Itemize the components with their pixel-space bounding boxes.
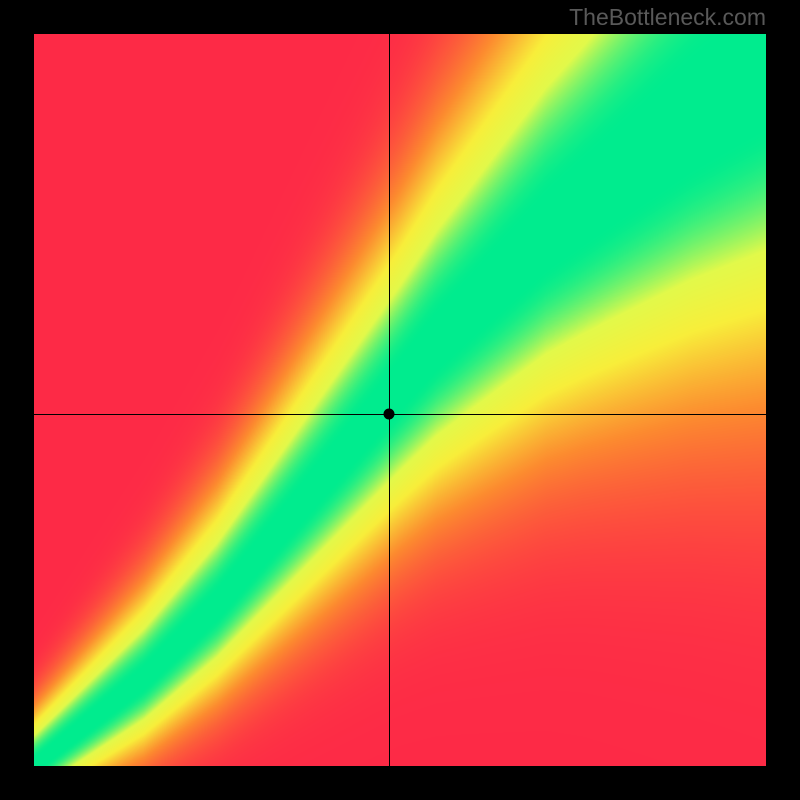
heatmap-plot — [34, 34, 766, 766]
watermark-text: TheBottleneck.com — [569, 4, 766, 31]
chart-frame: TheBottleneck.com — [0, 0, 800, 800]
marker-dot — [383, 409, 394, 420]
crosshair-horizontal — [34, 414, 766, 415]
crosshair-vertical — [389, 34, 390, 766]
heatmap-canvas — [34, 34, 766, 766]
